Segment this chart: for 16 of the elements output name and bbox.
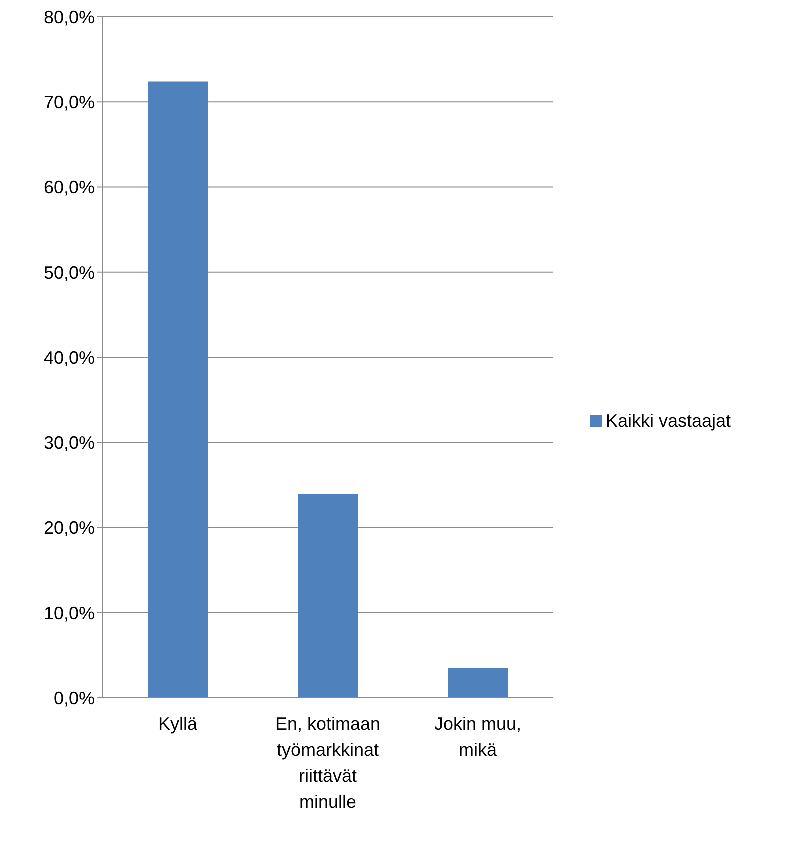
y-tick-label: 20,0% [44, 518, 95, 538]
y-tick-label: 80,0% [44, 7, 95, 28]
y-tick-label: 0,0% [54, 688, 95, 708]
y-tick-label: 70,0% [44, 92, 95, 113]
y-tick-label: 30,0% [44, 433, 95, 454]
bar [148, 82, 208, 698]
x-tick-label: Jokin muu, mikä [434, 714, 522, 760]
y-tick-label: 60,0% [44, 178, 95, 198]
x-tick-label: Kyllä [158, 714, 198, 734]
bar [298, 494, 358, 698]
y-tick-label: 50,0% [44, 262, 95, 283]
x-tick-label: En, kotimaan työmarkkinat riittävät minulle [275, 714, 381, 812]
bar [448, 668, 508, 698]
legend-label: Kaikki vastaajat [606, 410, 732, 432]
y-tick-label: 10,0% [44, 603, 95, 624]
y-tick-label: 40,0% [44, 348, 95, 368]
